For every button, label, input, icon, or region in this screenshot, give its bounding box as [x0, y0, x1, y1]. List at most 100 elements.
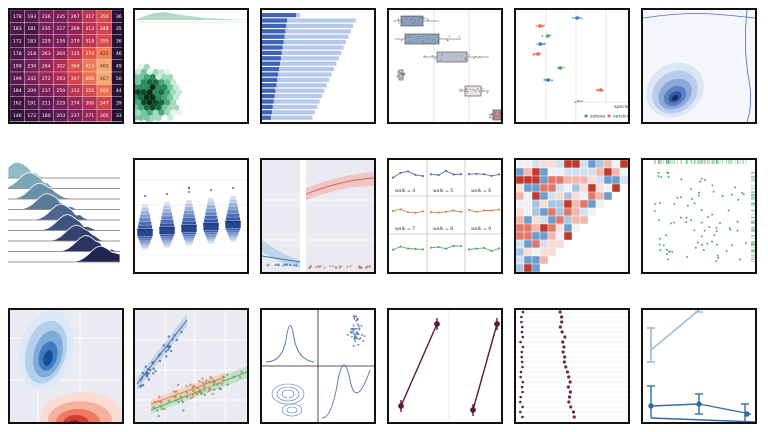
- bar-segment: [262, 110, 272, 115]
- scatter-point: [680, 216, 683, 219]
- regression-point: [167, 344, 170, 347]
- bar-total: [262, 83, 327, 88]
- regression-point: [173, 334, 176, 337]
- corr-cell: [523, 160, 533, 169]
- strip-mean: [546, 78, 551, 82]
- walk-point: [467, 208, 471, 211]
- thumb-hexbin-joint[interactable]: [133, 8, 249, 124]
- thumb-errorbar-pointplot[interactable]: [641, 308, 757, 424]
- thumb-bivariate-kde[interactable]: [8, 308, 124, 424]
- corr-cell: [619, 167, 628, 177]
- hexbin-cell: [149, 83, 156, 91]
- bar-segment: [262, 88, 276, 93]
- logit-point: [346, 265, 349, 268]
- bar-segment: [262, 56, 281, 61]
- boxen-outlier: [166, 193, 168, 195]
- thumb-paired-pointplot[interactable]: [387, 308, 503, 424]
- scatter-point: [689, 187, 692, 190]
- box-point: [465, 88, 467, 91]
- scatter-point: [680, 178, 683, 181]
- corr-cell: [563, 167, 573, 177]
- heatmap-cell-label: 36: [116, 39, 122, 45]
- thumb-iris-strip[interactable]: specie setosa versico: [514, 8, 630, 124]
- strip-point: [544, 42, 546, 45]
- box-point: [402, 73, 405, 76]
- corr-cell: [555, 191, 565, 201]
- scatter-point: [716, 243, 719, 246]
- logit-point: [349, 265, 352, 268]
- box-point: [499, 111, 501, 114]
- bar-total: [262, 67, 334, 72]
- walk-point: [414, 173, 417, 176]
- hexbin-cell: [167, 73, 174, 81]
- corr-cell: [603, 183, 613, 193]
- heatmap-cell-label: 467: [100, 76, 109, 82]
- thumb-annotated-heatmap[interactable]: 178 193 236 235 267 317 356 36 183 181 235 227 269 31…: [8, 8, 124, 124]
- box-point: [466, 58, 469, 61]
- strip-point: [536, 43, 539, 46]
- dot-left: [520, 315, 523, 319]
- corr-cell: [555, 160, 565, 169]
- thumb-scatter-rug[interactable]: [641, 158, 757, 274]
- scatter-point: [685, 216, 688, 219]
- regression-point: [202, 385, 206, 388]
- walk-point: [421, 175, 425, 178]
- thumb-pair-grid[interactable]: [260, 308, 376, 424]
- hexbin-cell: [173, 104, 180, 111]
- box-point: [476, 88, 479, 90]
- thumb-boxen-plot[interactable]: [133, 158, 249, 274]
- corr-cell: [555, 215, 565, 225]
- hexbin-cell: [164, 68, 171, 76]
- heatmap-cell-label: 162: [13, 101, 22, 107]
- thumb-regression-scatter[interactable]: [133, 308, 249, 424]
- box-point: [464, 57, 467, 60]
- hexbin-cell: [135, 78, 141, 86]
- logit-point: [309, 264, 312, 268]
- corr-cell: [547, 207, 557, 217]
- logit-point: [359, 266, 362, 269]
- dot-right: [568, 390, 573, 394]
- box-point: [440, 58, 442, 61]
- thumb-ridge-plot[interactable]: [8, 158, 124, 274]
- walk-point: [437, 245, 440, 249]
- box-point: [469, 88, 471, 91]
- hexbin-cell: [149, 104, 156, 111]
- hexbin-cell: [155, 104, 162, 111]
- box-point: [422, 17, 425, 19]
- hexbin-cell: [161, 104, 168, 111]
- thumb-horizontal-bars[interactable]: [260, 8, 376, 124]
- pair-point: [346, 333, 349, 336]
- thumb-correlation-matrix[interactable]: [514, 158, 630, 274]
- scatter-point: [680, 196, 683, 199]
- regression-point: [211, 392, 214, 396]
- logit-point: [307, 266, 310, 269]
- scatter-point: [673, 221, 676, 224]
- strip-point: [556, 66, 559, 69]
- walk-point: [429, 173, 433, 176]
- heatmap-cell-label: 33: [116, 113, 122, 119]
- hexbin-cell: [135, 114, 138, 122]
- scatter-point: [665, 252, 668, 255]
- regression-point: [174, 390, 177, 393]
- thumb-walk-facets[interactable]: walk = 4 walk = 5 walk = 6 walk = 7 walk…: [387, 158, 503, 274]
- regression-point: [207, 387, 211, 390]
- box-point: [458, 88, 461, 91]
- box-point: [474, 55, 477, 58]
- thumb-dot-plot[interactable]: [514, 308, 630, 424]
- thumb-horizontal-boxplot[interactable]: [387, 8, 503, 124]
- pair-point: [355, 333, 358, 336]
- corr-cell: [571, 175, 581, 185]
- thumb-logistic-regression[interactable]: [260, 158, 376, 274]
- corr-cell: [516, 223, 525, 233]
- logit-point: [289, 263, 292, 267]
- regression-point: [216, 383, 219, 386]
- bar-total: [262, 34, 349, 39]
- dot-left: [521, 390, 524, 394]
- heatmap-cell-label: 264: [56, 51, 65, 57]
- thumb-kde-joint[interactable]: [641, 8, 757, 124]
- walk-point: [414, 211, 417, 214]
- boxen-box: [136, 228, 154, 237]
- box-point: [499, 113, 501, 115]
- heatmap-cell-label: 318: [85, 39, 94, 45]
- panel-label-walk-9: walk = 9: [471, 226, 491, 232]
